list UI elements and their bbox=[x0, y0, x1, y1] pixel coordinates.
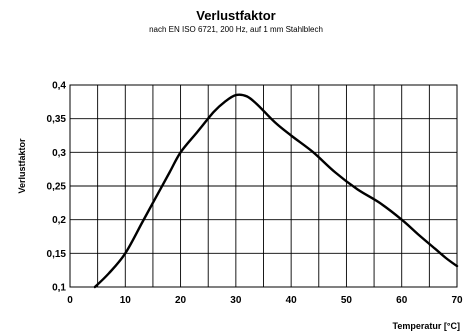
y-tick-label: 0,4 bbox=[52, 81, 66, 92]
plot-frame bbox=[69, 84, 458, 288]
x-tick-label: 10 bbox=[120, 295, 132, 306]
y-tick-label: 0,25 bbox=[47, 182, 67, 193]
x-tick-label: 50 bbox=[341, 295, 353, 306]
grid bbox=[70, 85, 457, 287]
y-tick-label: 0,15 bbox=[47, 249, 67, 260]
y-axis-label: Verlustfaktor bbox=[17, 138, 27, 194]
x-tick-label: 0 bbox=[67, 295, 73, 306]
chart-subtitle: nach EN ISO 6721, 200 Hz, auf 1 mm Stahl… bbox=[149, 25, 323, 34]
y-tick-label: 0,3 bbox=[52, 148, 66, 159]
tick-labels: 0,1 0,15 0,2 0,25 0,3 0,35 0,4 0 10 20 30 40 50 60 70 bbox=[47, 81, 463, 307]
y-tick-label: 0,35 bbox=[47, 114, 67, 125]
chart-title: Verlustfaktor bbox=[196, 8, 276, 23]
y-tick-label: 0,1 bbox=[52, 283, 66, 294]
x-tick-label: 40 bbox=[286, 295, 298, 306]
x-axis-label: Temperatur [°C] bbox=[393, 321, 460, 331]
x-tick-label: 20 bbox=[175, 295, 187, 306]
y-tick-label: 0,2 bbox=[52, 215, 66, 226]
x-tick-label: 70 bbox=[451, 295, 463, 306]
x-tick-label: 60 bbox=[396, 295, 408, 306]
series-line bbox=[93, 93, 459, 289]
x-tick-label: 30 bbox=[230, 295, 242, 306]
